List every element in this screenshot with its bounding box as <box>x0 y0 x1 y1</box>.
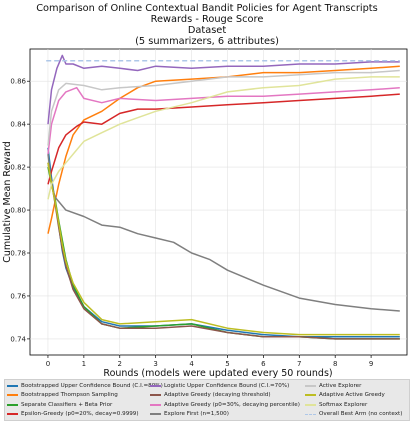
legend-label: Overall Best Arm (no context) <box>319 411 403 418</box>
legend-item: Adaptive Greedy (p0=30%, decaying percen… <box>150 400 300 409</box>
x-tick-label: 9 <box>369 360 373 368</box>
legend-item: Separate Classifiers + Beta Prior <box>7 400 112 409</box>
y-axis-ticks: 0.74 0.76 0.78 0.80 0.82 0.84 0.86 <box>10 78 30 343</box>
x-tick-label: 8 <box>333 360 337 368</box>
series-line-3 <box>47 93 400 185</box>
y-tick-label: 0.84 <box>10 121 26 129</box>
legend-label: Explore First (n=1,500) <box>164 411 229 418</box>
legend-item: Bootstrapped Thompson Sampling <box>7 391 118 400</box>
y-axis-label: Cumulative Mean Reward <box>2 141 13 263</box>
legend-swatch <box>305 384 316 387</box>
x-tick-label: 6 <box>261 360 266 368</box>
x-axis-label: Rounds (models were updated every 50 rou… <box>103 368 332 379</box>
x-tick-label: 4 <box>189 360 194 368</box>
x-tick-label: 3 <box>153 360 157 368</box>
y-tick-label: 0.78 <box>10 250 26 258</box>
legend-label: Adaptive Greedy (decaying threshold) <box>164 392 271 399</box>
legend-item: Adaptive Greedy (decaying threshold) <box>150 391 271 400</box>
legend-item: Bootstrapped Upper Confidence Bound (C.I… <box>7 381 163 390</box>
legend-item: Epsilon-Greedy (p0=20%, decay=0.9999) <box>7 410 139 419</box>
y-tick-label: 0.82 <box>10 164 26 172</box>
x-tick-label: 7 <box>297 360 301 368</box>
series-line-8 <box>47 69 400 146</box>
y-tick-label: 0.74 <box>10 335 26 343</box>
chart-subtitle-3: (5 summarizers, 6 attributes) <box>135 36 279 47</box>
legend: Bootstrapped Upper Confidence Bound (C.I… <box>4 379 410 421</box>
chart-title: Comparison of Online Contextual Bandit P… <box>36 3 378 14</box>
chart-subtitle-1: Rewards - Rouge Score <box>151 14 264 25</box>
y-tick-label: 0.76 <box>10 292 26 300</box>
legend-label: Adaptive Active Greedy <box>319 392 385 399</box>
x-tick-label: 0 <box>46 360 50 368</box>
series-line-6 <box>47 86 400 155</box>
legend-swatch <box>150 384 161 387</box>
legend-swatch <box>150 413 161 416</box>
legend-label: Bootstrapped Upper Confidence Bound (C.I… <box>21 382 163 389</box>
legend-item: Explore First (n=1,500) <box>150 410 229 419</box>
series-line-4 <box>47 54 400 125</box>
legend-swatch <box>305 394 316 397</box>
legend-swatch <box>7 384 18 387</box>
series-line-9 <box>47 162 400 336</box>
x-tick-label: 1 <box>82 360 86 368</box>
grid <box>30 49 407 355</box>
x-tick-label: 2 <box>118 360 122 368</box>
series-line-7 <box>47 154 400 312</box>
legend-label: Active Explorer <box>319 382 362 389</box>
series-line-10 <box>47 76 400 200</box>
legend-item: Overall Best Arm (no context) <box>305 410 402 419</box>
legend-swatch <box>7 413 18 416</box>
legend-swatch <box>305 403 316 406</box>
legend-item: Active Explorer <box>305 381 361 390</box>
y-tick-label: 0.86 <box>10 78 26 86</box>
legend-label: Epsilon-Greedy (p0=20%, decay=0.9999) <box>21 411 139 418</box>
legend-item: Softmax Explorer <box>305 400 367 409</box>
series-layer <box>46 54 400 340</box>
legend-item: Adaptive Active Greedy <box>305 391 385 400</box>
legend-label: Separate Classifiers + Beta Prior <box>21 401 113 408</box>
legend-label: Softmax Explorer <box>319 401 368 408</box>
legend-swatch <box>150 403 161 406</box>
legend-swatch <box>150 394 161 397</box>
legend-label: Adaptive Greedy (p0=30%, decaying percen… <box>164 401 300 408</box>
x-axis-ticks: 0 1 2 3 4 5 6 7 8 9 <box>46 355 373 368</box>
legend-item: Logistic Upper Confidence Bound (C.I.=70… <box>150 381 289 390</box>
legend-swatch <box>305 413 316 415</box>
chart-subtitle-2: Dataset <box>188 25 227 36</box>
y-tick-label: 0.80 <box>10 207 26 215</box>
legend-swatch <box>7 394 18 397</box>
legend-label: Bootstrapped Thompson Sampling <box>21 392 118 399</box>
legend-label: Logistic Upper Confidence Bound (C.I.=70… <box>164 382 290 389</box>
x-tick-label: 5 <box>225 360 229 368</box>
legend-swatch <box>7 403 18 406</box>
